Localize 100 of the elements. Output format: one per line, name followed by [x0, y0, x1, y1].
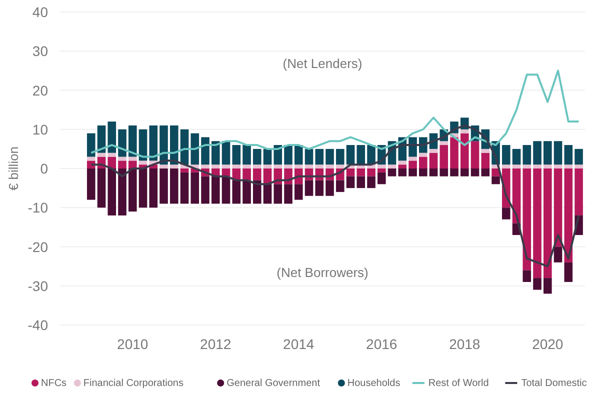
bar: [222, 164, 230, 168]
bar: [118, 156, 126, 161]
bar: [274, 164, 282, 168]
x-tick-label: 2020: [532, 336, 564, 352]
bar: [429, 148, 438, 153]
y-tick-label: 10: [32, 121, 48, 138]
bar: [367, 168, 376, 176]
bar: [564, 168, 573, 262]
bar: [512, 164, 521, 168]
bar: [242, 180, 251, 204]
bar: [450, 137, 458, 168]
bar: [574, 168, 583, 216]
bar: [263, 164, 272, 168]
bar: [440, 141, 448, 146]
bar: [377, 168, 386, 172]
bar: [263, 184, 272, 204]
x-tick-label: 2016: [366, 336, 398, 352]
bar: [232, 180, 241, 204]
bar: [356, 168, 366, 176]
bar: [533, 141, 542, 165]
bar: [460, 129, 469, 134]
annotation: (Net Borrowers): [276, 265, 368, 280]
bar: [294, 145, 303, 165]
bar: [502, 164, 510, 168]
bar: [522, 145, 532, 165]
bar: [211, 141, 220, 165]
y-tick-label: 30: [32, 43, 48, 60]
bar: [242, 164, 251, 168]
bar: [356, 176, 366, 188]
x-tick-label: 2014: [283, 336, 314, 352]
bar: [564, 164, 573, 168]
bar: [388, 164, 396, 168]
legend-label: Financial Corporations: [83, 378, 184, 389]
y-tick-label: 20: [32, 82, 48, 98]
bar: [190, 133, 200, 165]
bar: [128, 168, 137, 212]
bar: [190, 172, 200, 204]
y-tick-label: -40: [28, 317, 48, 333]
bar: [522, 168, 532, 270]
bar: [554, 164, 562, 168]
line-series: [90, 124, 580, 268]
bar: [160, 164, 168, 168]
bar: [502, 208, 510, 220]
bar: [252, 148, 262, 165]
bar: [326, 164, 334, 168]
bar: [118, 168, 126, 216]
bar: [149, 125, 158, 161]
y-tick-label: -10: [28, 200, 48, 216]
bar: [418, 152, 428, 157]
bar: [512, 148, 521, 165]
bar: [284, 184, 292, 204]
bar: [274, 184, 282, 204]
bar: [304, 164, 314, 168]
bar: [481, 148, 490, 153]
bar: [128, 156, 137, 161]
bar: [160, 168, 168, 204]
annotation: (Net Lenders): [282, 56, 362, 71]
bar: [377, 164, 386, 168]
bar: [284, 145, 292, 165]
bar: [522, 270, 532, 282]
bar: [554, 246, 562, 262]
y-tick-label: 0: [40, 160, 48, 176]
bar: [544, 168, 552, 278]
bar: [492, 176, 500, 184]
bar: [481, 152, 490, 168]
bar: [544, 164, 552, 168]
x-tick-label: 2012: [200, 336, 232, 352]
bar: [418, 156, 428, 168]
legend-label: Total Domestic: [521, 378, 587, 389]
bar: [284, 164, 292, 168]
bar: [336, 180, 344, 192]
bar: [574, 164, 583, 168]
bar: [232, 164, 241, 168]
bar: [294, 164, 303, 168]
bar: [356, 145, 366, 165]
bar: [346, 145, 355, 165]
bar: [97, 168, 106, 208]
bar: [242, 168, 251, 180]
bar: [108, 122, 116, 153]
bar: [326, 180, 334, 196]
bar: [304, 180, 314, 196]
bar: [398, 164, 407, 168]
bar: [252, 168, 262, 180]
bar: [502, 145, 510, 165]
bar: [554, 141, 562, 165]
bar: [533, 168, 542, 278]
bar: [315, 148, 324, 165]
bar: [86, 168, 96, 200]
bar: [128, 125, 137, 157]
bar: [138, 168, 148, 208]
bar: [388, 168, 396, 176]
y-tick-label: 40: [32, 4, 48, 20]
bar: [533, 164, 542, 168]
bar: [377, 172, 386, 184]
bar: [118, 129, 126, 157]
bar: [564, 262, 573, 282]
bar: [170, 168, 178, 204]
x-tick-label: 2018: [449, 336, 480, 352]
legend-label: Households: [347, 378, 400, 389]
bar: [86, 156, 96, 161]
